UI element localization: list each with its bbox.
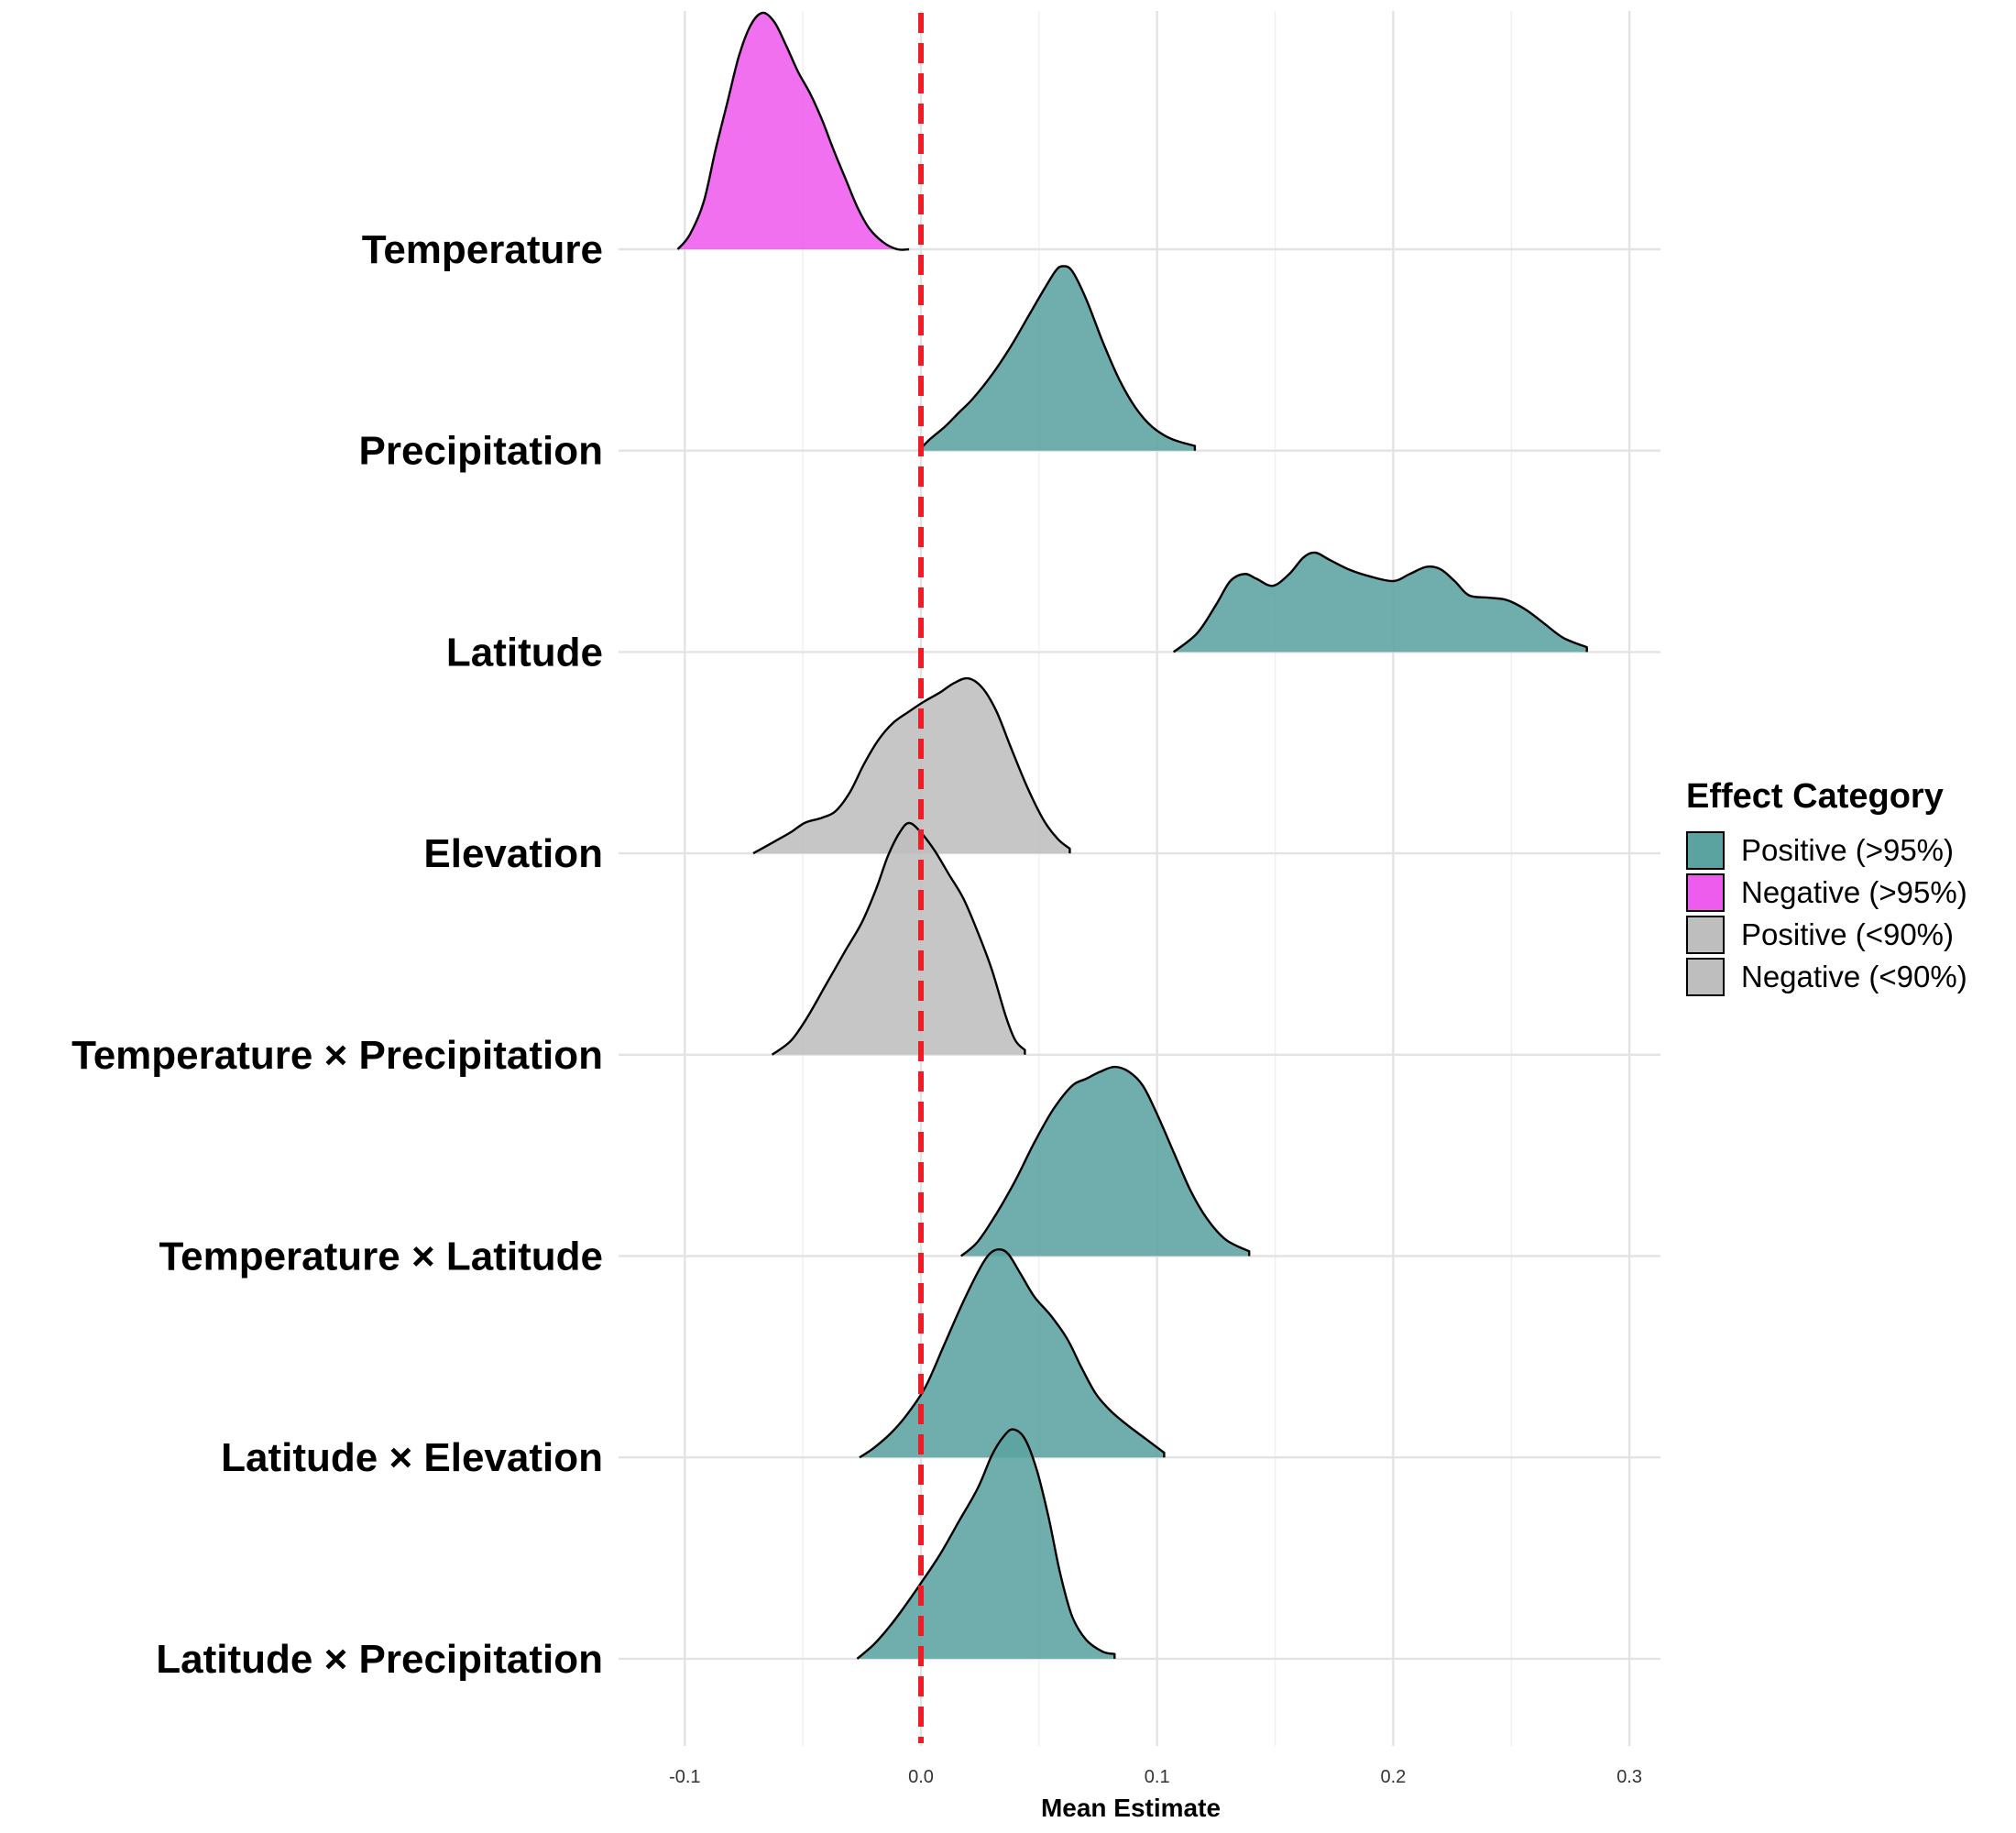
- legend-key-swatch: [1686, 958, 1725, 996]
- y-label: Latitude × Elevation: [221, 1435, 603, 1480]
- legend-key-swatch: [1686, 873, 1725, 912]
- y-label: Latitude × Precipitation: [156, 1637, 603, 1682]
- ridge-area-4: [772, 823, 1025, 1055]
- ridge-outline-5: [960, 1065, 1251, 1257]
- x-axis-title: Mean Estimate: [1041, 1794, 1221, 1822]
- ridge-outline-2: [1172, 551, 1588, 653]
- legend-label: Negative (>95%): [1741, 875, 1967, 909]
- ridge-outline-3: [752, 676, 1071, 855]
- ridge-area-5: [960, 1067, 1250, 1257]
- x-tick-label: -0.1: [669, 1767, 700, 1787]
- legend-entries: Positive (>95%) Negative (>95%) Positive (…: [1686, 829, 1967, 998]
- ridge-area-3: [753, 678, 1070, 854]
- y-label: Latitude: [446, 630, 603, 675]
- ridge-area-6: [860, 1249, 1165, 1458]
- legend-label: Negative (<90%): [1741, 960, 1967, 993]
- ridge-outline-7: [856, 1428, 1116, 1660]
- legend-label: Positive (>95%): [1741, 833, 1955, 867]
- legend-key-swatch: [1686, 831, 1725, 870]
- legend-entry: Positive (<90%): [1686, 914, 1967, 956]
- y-label: Elevation: [423, 831, 603, 876]
- ridge-outline-1: [917, 265, 1197, 452]
- ridge-area-0: [677, 12, 910, 250]
- y-label: Temperature × Latitude: [159, 1235, 603, 1279]
- legend-entry: Negative (>95%): [1686, 872, 1967, 914]
- y-axis-labels: Temperature Precipitation Latitude Elevatio…: [71, 227, 603, 1682]
- x-axis-tick-labels: -0.1 0.0 0.1 0.2 0.3: [669, 1767, 1642, 1787]
- ridges-layer: [676, 11, 1588, 1660]
- legend-entry: Positive (>95%): [1686, 829, 1967, 872]
- x-tick-label: 0.1: [1145, 1767, 1170, 1787]
- grid-layer: [619, 11, 1660, 1746]
- ridge-outline-6: [859, 1248, 1166, 1459]
- legend-key-swatch: [1686, 916, 1725, 954]
- y-label: Temperature × Precipitation: [71, 1033, 603, 1078]
- y-label: Temperature: [362, 227, 603, 272]
- ridge-outline-0: [676, 11, 910, 251]
- ridge-outline-4: [771, 821, 1026, 1056]
- legend-label: Positive (<90%): [1741, 917, 1955, 951]
- x-tick-label: 0.0: [908, 1767, 934, 1787]
- legend-title: Effect Category: [1686, 777, 1944, 816]
- legend: Effect Category Positive (>95%) Negative …: [1686, 777, 1967, 998]
- legend-entry: Negative (<90%): [1686, 956, 1967, 998]
- ridge-area-1: [918, 266, 1195, 451]
- y-label: Precipitation: [359, 429, 604, 474]
- x-tick-label: 0.3: [1616, 1767, 1642, 1787]
- ridge-area-2: [1173, 552, 1587, 653]
- x-tick-label: 0.2: [1380, 1767, 1406, 1787]
